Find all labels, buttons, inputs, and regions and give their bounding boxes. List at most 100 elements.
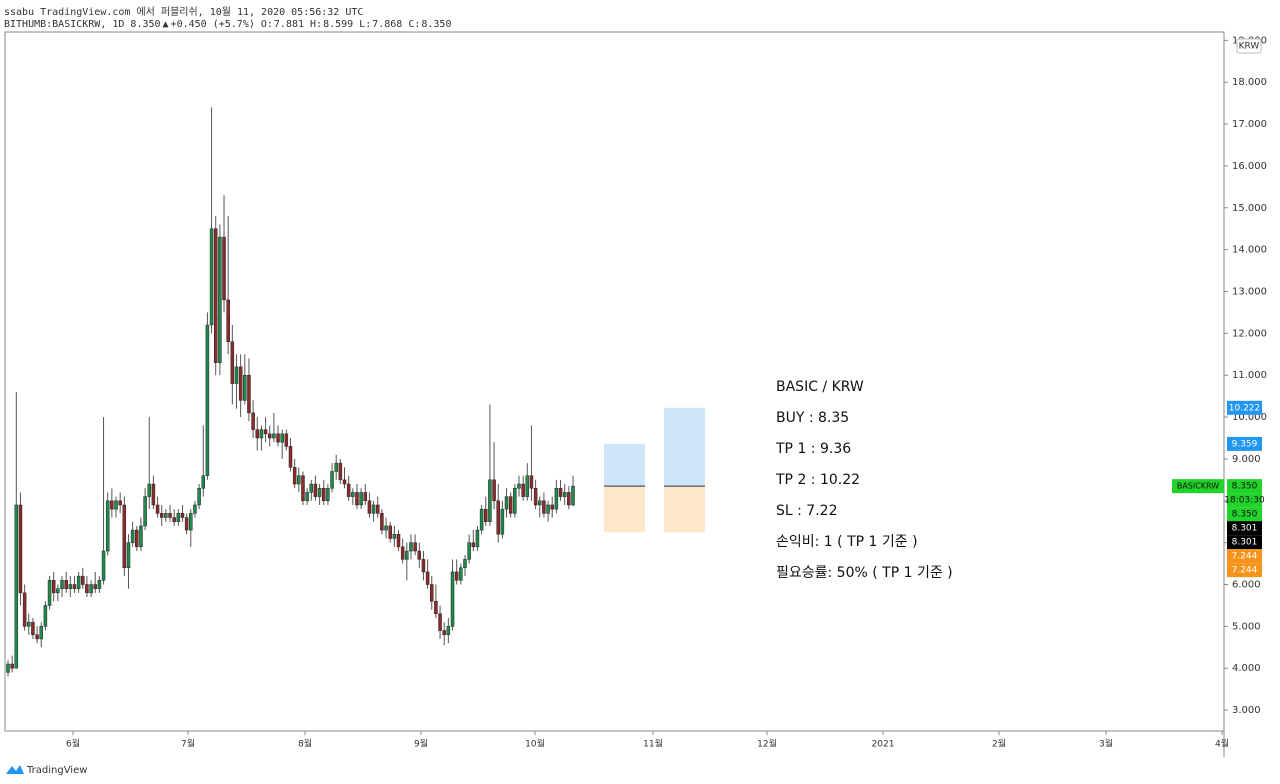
- candle-body: [558, 487, 563, 497]
- candle-body: [189, 513, 193, 531]
- candle-body: [359, 492, 363, 506]
- candle-body: [64, 580, 68, 589]
- candle-body: [118, 500, 122, 506]
- candle-body: [193, 504, 197, 514]
- candle-body: [176, 513, 181, 522]
- candle-body: [305, 492, 309, 502]
- price-tag-label: 7.244: [1232, 566, 1258, 576]
- candle-body: [105, 500, 110, 552]
- stop-zone: [664, 486, 705, 533]
- candle-body: [388, 525, 392, 539]
- price-tag: [1227, 400, 1262, 415]
- candle-body: [27, 621, 31, 627]
- candle-body: [533, 487, 538, 506]
- candle-body: [76, 575, 81, 589]
- candle-body: [234, 366, 239, 384]
- candle-body: [400, 546, 405, 560]
- candle-body: [338, 462, 343, 481]
- y-tick-label: 5.000: [1232, 621, 1261, 632]
- candle-body: [313, 483, 318, 497]
- candle-body: [517, 483, 521, 489]
- candle-body: [550, 504, 554, 510]
- legend-text: BITHUMB:BASICKRW, 1D: [4, 19, 124, 30]
- candle-body: [488, 479, 492, 522]
- candle-body: [168, 513, 172, 518]
- price-tag-label: 18:03:30: [1224, 496, 1265, 506]
- currency-label: KRW: [1239, 42, 1260, 52]
- annotation-line: TP 1 : 9.36: [775, 441, 851, 457]
- candle-body: [110, 500, 114, 510]
- candle-body: [218, 236, 222, 363]
- candle-body: [147, 483, 151, 497]
- candle-body: [317, 487, 322, 497]
- candle-body: [525, 475, 530, 497]
- candle-body: [413, 542, 417, 552]
- candle-body: [276, 433, 280, 443]
- annotation-line: BASIC / KRW: [776, 379, 864, 395]
- logo-text: TradingView: [26, 765, 87, 776]
- annotation-line: SL : 7.22: [776, 503, 837, 519]
- candle-body: [409, 542, 413, 552]
- currency-box: [1236, 38, 1262, 54]
- candle-body: [484, 508, 488, 522]
- candle-body: [72, 584, 77, 589]
- annotation-line: 필요승률: 50% ( TP 1 기준 ): [776, 565, 953, 581]
- candle-body: [375, 504, 380, 514]
- candle-body: [151, 483, 156, 506]
- candle-body: [155, 504, 160, 514]
- target-zone: [604, 443, 645, 487]
- candle-body: [209, 228, 214, 326]
- candle-body: [392, 534, 397, 539]
- candle-body: [197, 487, 201, 506]
- candle-body: [479, 508, 484, 531]
- y-tick-label: 13.000: [1232, 287, 1267, 298]
- candle-body: [346, 483, 351, 497]
- candle-body: [255, 429, 260, 439]
- legend-text: ▲: [163, 19, 169, 30]
- x-tick-label: 12월: [757, 738, 777, 750]
- legend-text: 7.868: [372, 19, 402, 30]
- candle-body: [14, 504, 19, 669]
- candle-body: [159, 513, 164, 518]
- candle-body: [81, 575, 85, 585]
- candle-body: [538, 500, 542, 506]
- candle-body: [562, 492, 567, 497]
- candle-body: [243, 374, 247, 401]
- x-tick-label: 9월: [414, 738, 428, 750]
- y-tick-label: 18.000: [1232, 77, 1267, 88]
- logo: TradingView: [6, 765, 87, 776]
- x-tick-label: 4월: [1215, 738, 1229, 750]
- candle-body: [18, 504, 23, 594]
- price-tag: [1227, 479, 1262, 494]
- logo-icon: [6, 765, 24, 774]
- legend-text: H:: [310, 19, 322, 30]
- candle-body: [363, 492, 368, 502]
- legend-text: 8.350: [130, 19, 160, 30]
- candle-body: [421, 559, 426, 573]
- annotation-line: 손익비: 1 ( TP 1 기준 ): [776, 534, 918, 550]
- y-tick-label: 10.000: [1232, 412, 1267, 423]
- y-tick-label: 4.000: [1232, 663, 1261, 674]
- candle-body: [284, 433, 289, 447]
- price-tag-label: 8.301: [1232, 538, 1258, 548]
- candle-body: [342, 479, 347, 485]
- candle-body: [454, 571, 459, 581]
- x-tick-label: 7월: [181, 738, 195, 750]
- y-tick-label: 14.000: [1232, 245, 1267, 256]
- legend-text: +0.450 (+5.7%): [171, 19, 255, 30]
- candle-body: [222, 236, 226, 301]
- candle-body: [334, 462, 338, 472]
- candle-body: [259, 429, 264, 439]
- y-tick-label: 15.000: [1232, 203, 1267, 214]
- candle-body: [330, 471, 334, 489]
- candle-body: [47, 580, 52, 606]
- candle-body: [164, 513, 168, 518]
- candle-body: [521, 483, 525, 497]
- candle-body: [513, 487, 517, 514]
- annotation-line: BUY : 8.35: [776, 410, 849, 426]
- legend-text: C:: [408, 19, 420, 30]
- candle-body: [139, 525, 143, 548]
- candle-body: [263, 429, 268, 435]
- y-tick-label: 12.000: [1232, 328, 1267, 339]
